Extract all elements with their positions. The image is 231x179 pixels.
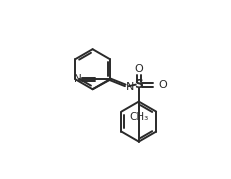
Text: CH₃: CH₃ <box>129 112 149 122</box>
Text: O: O <box>134 64 143 74</box>
Text: S: S <box>134 78 143 91</box>
Text: N: N <box>74 74 82 84</box>
Text: N: N <box>126 82 134 92</box>
Text: O: O <box>159 80 167 90</box>
